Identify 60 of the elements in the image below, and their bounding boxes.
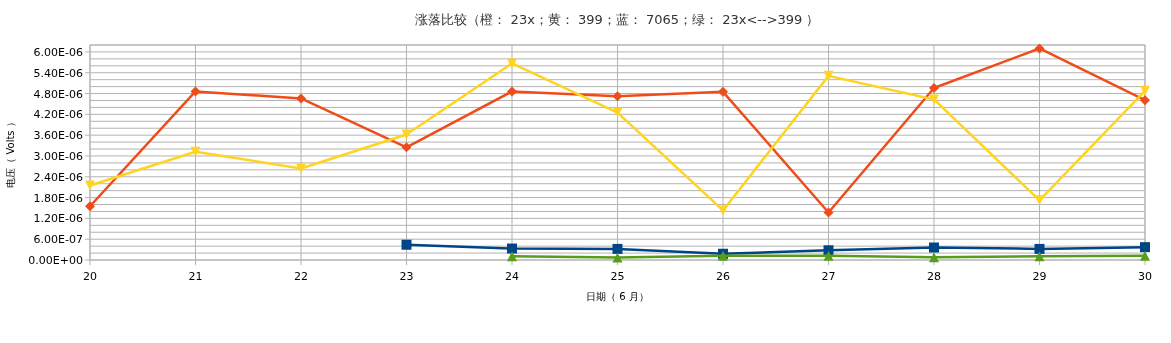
y-tick-label: 1.80E-06	[33, 191, 83, 205]
x-tick-label: 26	[716, 270, 730, 283]
y-tick-label: 3.60E-06	[33, 129, 83, 143]
point	[718, 86, 728, 97]
point	[1140, 95, 1150, 106]
x-tick-label: 30	[1138, 270, 1152, 283]
point	[401, 129, 412, 140]
point	[718, 205, 728, 216]
point	[823, 250, 834, 261]
point	[85, 201, 95, 212]
point	[823, 245, 834, 256]
point	[929, 242, 939, 253]
y-tick-label: 0.00E+00	[28, 254, 83, 267]
point	[1034, 43, 1045, 54]
x-axis-title: 日期（ 6 月）	[586, 291, 649, 302]
point	[612, 243, 623, 254]
point	[1140, 250, 1150, 261]
point	[612, 91, 623, 102]
x-tick-label: 22	[294, 270, 308, 283]
point	[612, 107, 623, 118]
point	[823, 207, 834, 218]
point	[507, 58, 517, 69]
point	[296, 93, 306, 104]
point	[1140, 242, 1150, 253]
point	[1034, 195, 1045, 206]
x-tick-label: 21	[188, 270, 203, 283]
y-tick-label: 4.20E-06	[33, 108, 83, 122]
point	[190, 86, 201, 97]
point	[507, 243, 517, 254]
x-tick-label: 28	[927, 270, 941, 283]
point	[1034, 243, 1045, 254]
x-tick-label: 20	[83, 270, 97, 283]
y-axis-title: 电压（ Volts ）	[5, 117, 16, 188]
point	[401, 239, 412, 250]
point	[85, 180, 95, 191]
y-tick-label: 5.40E-06	[33, 66, 83, 80]
point	[929, 252, 939, 263]
x-tick-label: 23	[399, 270, 414, 283]
y-tick-label: 3.00E-06	[33, 149, 83, 163]
chart-title: 涨落比较（橙： 23x；黄： 399；蓝： 7065；绿： 23x<-->399 ）	[415, 12, 820, 27]
point	[296, 163, 306, 174]
x-tick-label: 24	[505, 270, 519, 283]
y-tick-label: 6.00E-06	[33, 45, 83, 59]
point	[929, 94, 939, 105]
point	[401, 142, 412, 153]
x-tick-label: 29	[1032, 270, 1047, 283]
x-tick-label: 27	[821, 270, 836, 283]
y-tick-label: 2.40E-06	[33, 170, 83, 184]
point	[823, 70, 834, 81]
point	[612, 252, 623, 263]
y-tick-label: 4.80E-06	[33, 87, 83, 101]
point	[507, 251, 517, 262]
y-tick-label: 1.20E-06	[33, 212, 83, 226]
point	[507, 86, 517, 97]
x-tick-label: 25	[610, 270, 625, 283]
point	[1140, 85, 1150, 96]
point	[1034, 251, 1045, 262]
point	[190, 146, 201, 157]
point	[929, 83, 939, 93]
y-tick-label: 6.00E-07	[33, 233, 83, 247]
